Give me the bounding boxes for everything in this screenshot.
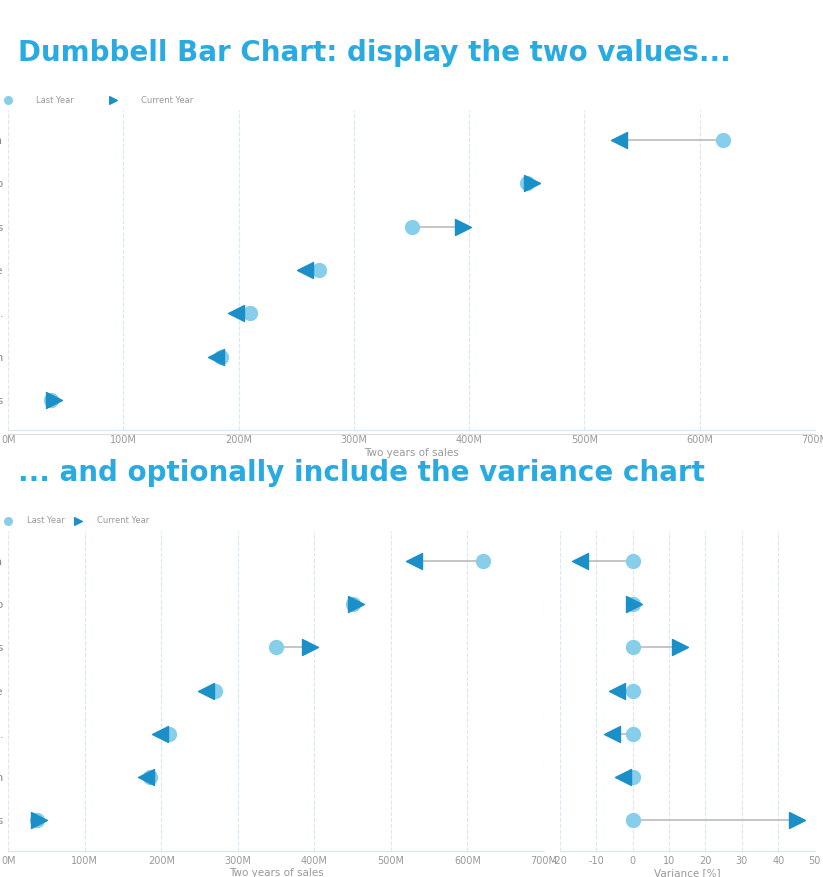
Point [44,393,58,407]
Point [628,597,641,611]
Point [350,597,363,611]
Point [526,176,539,190]
Point [610,683,623,697]
Point [32,813,45,827]
Point [520,176,533,190]
Text: Last Year: Last Year [36,96,74,105]
Point [230,306,243,320]
Point [30,813,43,827]
Point [626,640,639,654]
Point [269,640,282,654]
Point [313,263,326,277]
Point [2,514,15,528]
Point [716,133,729,147]
Point [209,350,222,364]
Point [48,393,61,407]
Point [2,93,15,107]
X-axis label: Two years of sales: Two years of sales [364,448,459,458]
Point [405,220,418,234]
Text: ... and optionally include the variance chart: ... and optionally include the variance … [18,460,704,488]
Point [407,553,421,567]
Text: Dumbbell Bar Chart: display the two values...: Dumbbell Bar Chart: display the two valu… [18,39,731,67]
Point [244,306,257,320]
Text: Current Year: Current Year [142,96,193,105]
X-axis label: Two years of sales: Two years of sales [229,868,323,877]
Point [457,220,470,234]
Point [72,514,85,528]
Point [199,683,212,697]
Point [573,553,586,567]
Point [476,553,489,567]
X-axis label: Variance [%]: Variance [%] [654,868,721,877]
Point [673,640,686,654]
Point [304,640,317,654]
Point [299,263,312,277]
Point [162,727,175,741]
Point [106,93,119,107]
Point [616,770,630,784]
Text: Last Year: Last Year [27,517,65,525]
Point [605,727,618,741]
Point [626,597,639,611]
Point [153,727,166,741]
Point [626,813,639,827]
Point [208,683,221,697]
Point [139,770,152,784]
Point [143,770,156,784]
Point [626,770,639,784]
Point [612,133,625,147]
Point [215,350,228,364]
Point [790,813,803,827]
Point [346,597,359,611]
Point [626,683,639,697]
Point [626,553,639,567]
Point [626,727,639,741]
Text: Current Year: Current Year [96,517,149,525]
